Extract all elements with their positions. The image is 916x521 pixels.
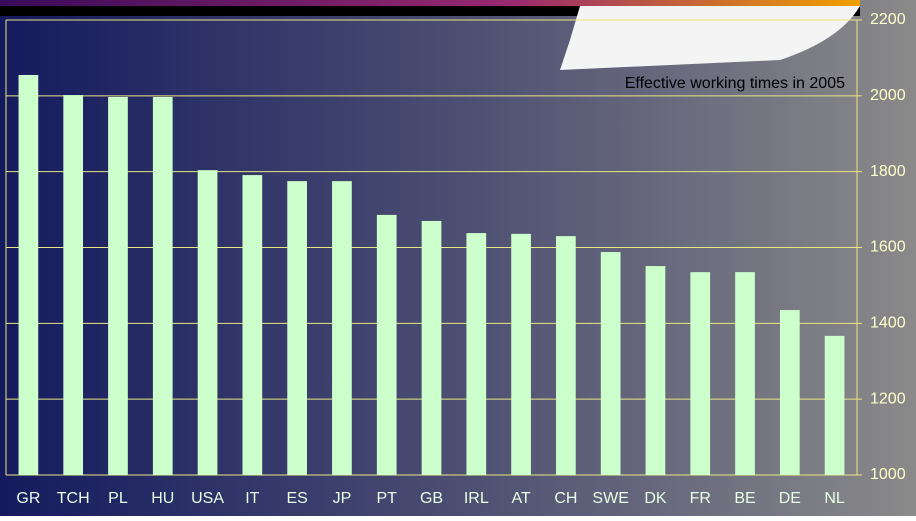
header-strip bbox=[0, 0, 860, 6]
bar bbox=[825, 336, 845, 475]
y-tick-label: 1200 bbox=[870, 390, 906, 407]
bar bbox=[332, 181, 352, 475]
x-tick-label: GR bbox=[16, 490, 40, 507]
x-tick-label: PT bbox=[376, 490, 397, 507]
x-tick-label: USA bbox=[191, 490, 224, 507]
x-tick-label: IRL bbox=[464, 490, 489, 507]
x-tick-label: HU bbox=[151, 490, 174, 507]
y-tick-label: 1000 bbox=[870, 466, 906, 483]
bar bbox=[556, 236, 576, 475]
x-tick-label: JP bbox=[333, 490, 352, 507]
y-tick-label: 1400 bbox=[870, 315, 906, 332]
bar bbox=[780, 310, 800, 475]
chart-title: Effective working times in 2005 bbox=[625, 75, 845, 92]
x-tick-label: BE bbox=[734, 490, 755, 507]
x-tick-label: PL bbox=[108, 490, 128, 507]
bar bbox=[153, 97, 173, 475]
x-tick-label: CH bbox=[554, 490, 577, 507]
bar bbox=[19, 75, 39, 475]
bar bbox=[287, 181, 307, 475]
y-tick-label: 2200 bbox=[870, 11, 906, 28]
x-tick-label: AT bbox=[511, 490, 530, 507]
x-tick-label: SWE bbox=[592, 490, 628, 507]
bar bbox=[63, 95, 83, 475]
x-tick-label: GB bbox=[420, 490, 443, 507]
bar bbox=[735, 272, 755, 475]
y-tick-label: 1800 bbox=[870, 163, 906, 180]
bar bbox=[198, 170, 218, 475]
x-tick-label: NL bbox=[824, 490, 845, 507]
bar bbox=[242, 175, 262, 475]
page: {"chart_data": {"type": "bar", "title": … bbox=[0, 0, 916, 516]
bar bbox=[422, 221, 442, 475]
bar bbox=[511, 234, 531, 475]
x-tick-label: ES bbox=[286, 490, 307, 507]
bar bbox=[466, 233, 486, 475]
bar bbox=[601, 252, 621, 475]
bar bbox=[646, 266, 666, 475]
chart: Effective working times in 2005 1000 1200… bbox=[0, 0, 916, 516]
x-tick-label: DE bbox=[779, 490, 801, 507]
bar bbox=[377, 215, 397, 475]
x-tick-label: DK bbox=[644, 490, 667, 507]
y-tick-label: 1600 bbox=[870, 239, 906, 256]
y-tick-label: 2000 bbox=[870, 87, 906, 104]
x-tick-label: TCH bbox=[57, 490, 90, 507]
bar bbox=[690, 272, 710, 475]
x-tick-label: IT bbox=[245, 490, 259, 507]
bar bbox=[108, 97, 128, 475]
x-tick-label: FR bbox=[690, 490, 711, 507]
